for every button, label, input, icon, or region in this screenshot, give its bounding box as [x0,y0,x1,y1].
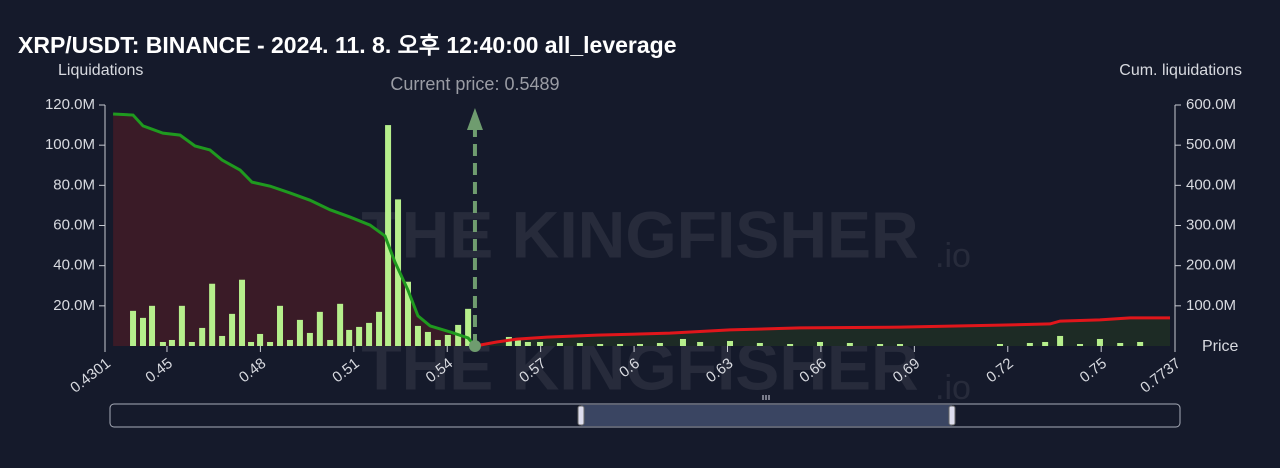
bar [327,339,334,346]
bar [1077,343,1084,346]
bar [277,305,284,346]
bar [1137,341,1144,346]
bar [337,303,344,346]
watermark: THE KINGFISHER [361,197,918,271]
chart-title: XRP/USDT: BINANCE - 2024. 11. 8. 오후 12:4… [18,32,677,58]
range-slider[interactable] [109,395,1181,428]
bar [139,317,146,346]
bar [229,313,236,346]
y-tick-label: 80.0M [53,176,95,193]
bar [787,343,794,346]
bar [267,341,274,346]
bar [257,333,264,346]
bar [524,341,531,346]
bar [637,343,643,346]
bar [248,341,255,346]
cum-line [113,112,477,347]
current-price-label: Current price: 0.5489 [390,74,559,94]
bar [1117,342,1124,346]
slider-grip[interactable] [762,395,770,400]
bar [656,342,663,346]
bar [537,341,544,346]
bar [316,311,323,346]
bar [209,283,216,346]
slider-handle[interactable] [577,405,585,426]
bar [239,279,246,346]
bar [726,340,733,346]
bar [178,305,185,346]
bar [168,339,175,346]
bar [296,319,303,346]
bar [395,199,402,346]
y2-axis-title: Cum. liquidations [1119,62,1242,79]
y-axis-title: Liquidations [58,62,143,79]
bar [816,341,823,346]
bar [846,342,853,346]
bar [414,325,421,346]
bar [385,125,392,346]
bar [306,332,313,346]
y2-tick-label: 500.0M [1186,136,1236,153]
bar [576,342,583,346]
bar [356,326,363,346]
bar [444,334,451,346]
bar [188,341,195,346]
bar [1057,335,1064,346]
bar [130,310,137,346]
bar [1026,342,1033,346]
y-tick-label: 60.0M [53,216,95,233]
bar [219,335,226,346]
bar [756,342,763,346]
bar [617,343,624,346]
bar [996,343,1003,346]
y-tick-label: 20.0M [53,297,95,314]
bar [405,281,412,346]
watermark-suffix: .io [935,237,971,275]
bar [424,331,431,346]
bar [366,322,373,346]
bar [434,339,441,346]
y2-tick-label: 600.0M [1186,96,1236,113]
cum-area [474,317,1171,346]
bar [159,341,166,346]
y-tick-label: 120.0M [45,96,95,113]
bar [376,311,383,346]
slider-window[interactable] [581,405,952,426]
bar [897,343,904,346]
bar [199,327,206,346]
bar [1096,338,1103,346]
bar [597,343,604,346]
current-price-dot [468,340,481,352]
bar [556,342,563,346]
y-tick-label: 100.0M [45,136,95,153]
y2-tick-label: 400.0M [1186,176,1236,193]
bar [149,305,156,346]
bar [679,338,686,346]
bar [697,341,704,346]
y-tick-label: 40.0M [53,257,95,274]
current-price-arrow [466,108,483,130]
bar [877,343,884,346]
slider-track [109,403,1181,428]
slider-handle[interactable] [948,405,956,426]
y2-tick-label: 300.0M [1186,216,1236,233]
cum-line [474,316,1171,348]
bar [286,339,293,346]
bar [465,308,472,346]
y2-tick-label: 200.0M [1186,257,1236,274]
x-axis-title: Price [1202,338,1239,355]
y2-tick-label: 100.0M [1186,297,1236,314]
bar [1042,341,1049,346]
bar [346,329,353,346]
cum-area [113,114,475,346]
watermark-suffix: .io [935,369,971,407]
bar [514,337,521,346]
